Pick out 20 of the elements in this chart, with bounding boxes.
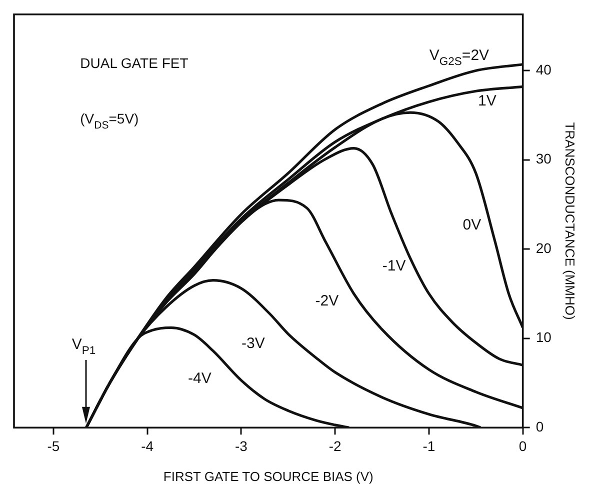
series-label: 0V [462, 216, 482, 234]
x-tick-label: 0 [518, 438, 527, 454]
series-label: -1V [382, 258, 406, 275]
series-label: -2V [315, 292, 339, 310]
x-tick-label: -3 [234, 438, 248, 454]
x-tick-label: -2 [328, 438, 342, 454]
y-tick-label: 30 [536, 150, 552, 167]
x-axis-title: FIRST GATE TO SOURCE BIAS (V) [163, 468, 374, 484]
y-tick-label: 0 [536, 418, 544, 434]
series-label: 1V [478, 92, 496, 110]
x-tick-label: -5 [47, 438, 60, 454]
y-axis-title: TRANSCONDUCTANCE (MMHO) [562, 122, 578, 320]
annotation: DUAL GATE FET [80, 54, 189, 71]
y-tick-label: 20 [536, 240, 552, 256]
y-tick-label: 40 [536, 61, 552, 78]
x-tick-label: -4 [141, 438, 154, 454]
series-label: -4V [188, 370, 212, 387]
x-tick-label: -1 [422, 438, 436, 454]
series-label: -3V [241, 334, 265, 352]
y-tick-label: 10 [536, 329, 552, 346]
